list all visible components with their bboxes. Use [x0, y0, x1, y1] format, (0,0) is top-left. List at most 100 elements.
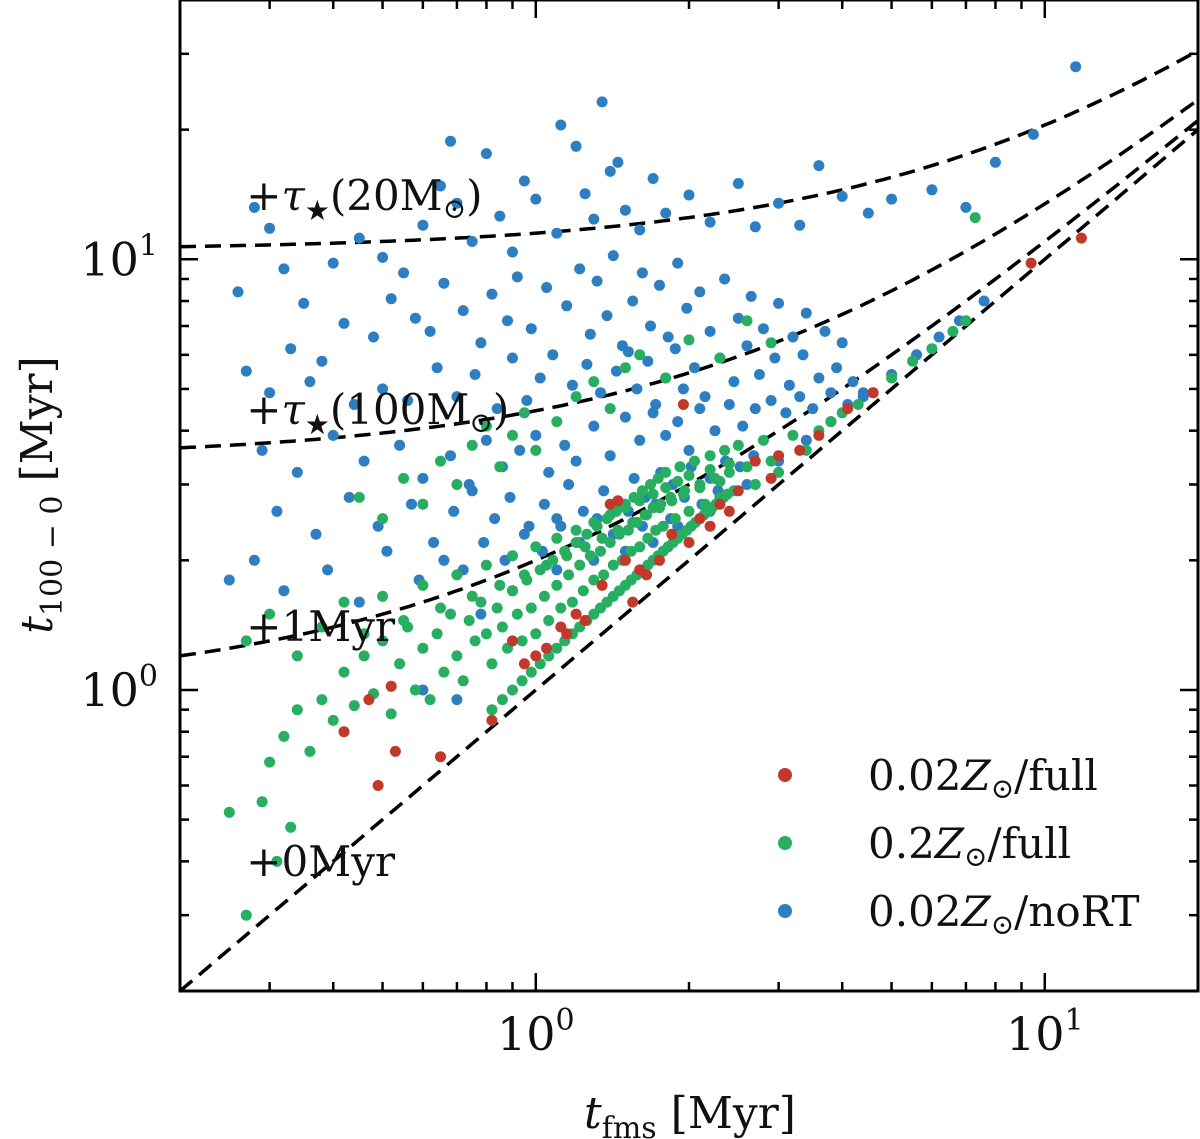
data-point [406, 498, 417, 510]
data-point [310, 528, 322, 540]
data-point [534, 372, 546, 384]
data-point [723, 466, 735, 478]
data-point [960, 201, 972, 213]
data-point [794, 219, 806, 231]
data-point [634, 434, 646, 446]
data-point [669, 343, 681, 355]
data-point [566, 596, 578, 608]
data-point [681, 302, 693, 314]
data-point [719, 444, 731, 456]
y-axis-label-sub: 100 − 0 [35, 496, 70, 617]
x-axis-label: tfms [Myr] [584, 1088, 796, 1139]
data-point [530, 650, 542, 662]
data-point [377, 383, 389, 395]
data-point [745, 290, 757, 302]
data-point [581, 358, 593, 370]
data-point [689, 362, 700, 374]
data-point [714, 475, 726, 487]
data-point [622, 346, 634, 358]
data-point [424, 694, 436, 706]
data-point [551, 579, 563, 591]
data-point [647, 488, 659, 500]
data-point [933, 331, 945, 343]
data-point [486, 704, 498, 716]
data-point [480, 148, 492, 160]
data-point [377, 513, 389, 525]
data-point [570, 391, 582, 403]
data-point [248, 554, 260, 566]
data-point [466, 236, 478, 247]
data-point [672, 475, 684, 487]
data-point [636, 267, 648, 279]
data-point [431, 628, 443, 640]
data-point [516, 675, 528, 687]
data-point [285, 821, 297, 833]
data-point [654, 502, 665, 514]
data-point [1027, 128, 1039, 140]
data-point [256, 444, 268, 456]
data-point [457, 675, 469, 687]
data-point [547, 349, 559, 361]
data-point [541, 559, 553, 571]
data-point [886, 193, 898, 205]
data-point [368, 331, 379, 343]
scatter-points [223, 61, 1087, 921]
data-point [448, 505, 460, 517]
data-point [278, 263, 290, 275]
data-point [316, 694, 328, 706]
data-point [650, 399, 662, 410]
data-point [581, 528, 593, 540]
data-point [741, 340, 753, 352]
data-point [989, 156, 1001, 168]
data-point [660, 482, 672, 494]
data-point [800, 307, 812, 319]
data-point [466, 439, 478, 451]
data-point [800, 434, 812, 446]
data-point [445, 135, 456, 147]
data-point [389, 745, 401, 757]
data-point [607, 559, 619, 571]
data-point [381, 545, 393, 557]
data-point [588, 516, 600, 528]
data-point [496, 621, 508, 633]
data-point [435, 602, 446, 614]
data-point [543, 466, 555, 478]
curve-label-1: +1Myr [246, 602, 396, 651]
data-point [852, 399, 864, 410]
data-point [417, 579, 429, 591]
data-point [475, 337, 487, 349]
data-point [780, 407, 792, 419]
data-point [327, 257, 339, 269]
data-point [561, 300, 573, 312]
data-point [530, 628, 542, 640]
data-point [612, 524, 624, 536]
data-point [813, 372, 825, 384]
data-point [502, 315, 513, 327]
data-point [518, 407, 530, 419]
reference-curve-3 [180, 49, 1198, 249]
data-point [563, 479, 575, 490]
legend-label-2: 0.02Z⊙/noRT [868, 887, 1140, 941]
data-point [451, 694, 463, 706]
data-point [555, 119, 567, 131]
data-point [291, 466, 303, 478]
data-point [607, 250, 619, 262]
data-point [619, 554, 631, 566]
data-point [1025, 257, 1037, 269]
data-point [683, 189, 695, 201]
data-point [886, 372, 898, 384]
data-point [604, 165, 616, 177]
data-point [677, 383, 689, 395]
data-point [469, 369, 481, 380]
data-point [570, 608, 582, 620]
data-point [699, 391, 711, 403]
curve-label-3: +τ★(20M⊙) [246, 171, 482, 227]
data-point [1070, 61, 1082, 73]
y-tick-label-1: 101 [80, 228, 158, 286]
data-point [398, 472, 410, 484]
data-point [657, 520, 669, 532]
data-point [947, 325, 959, 337]
data-point [579, 541, 591, 553]
data-point [604, 403, 616, 415]
data-point [694, 286, 706, 298]
